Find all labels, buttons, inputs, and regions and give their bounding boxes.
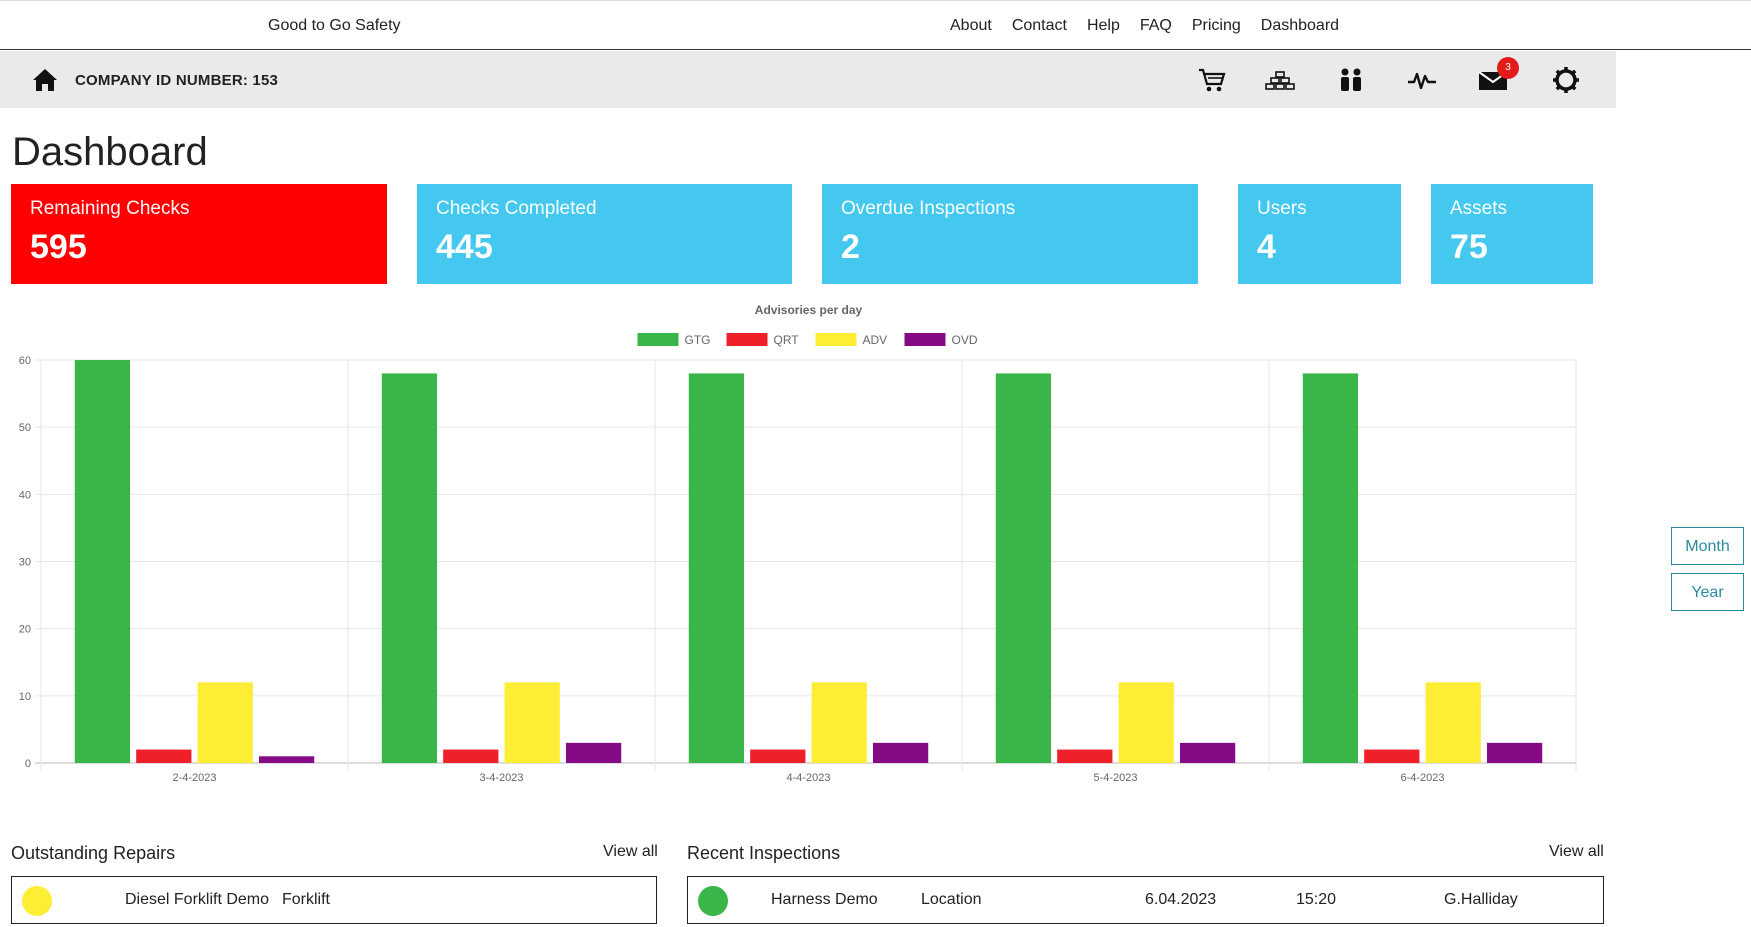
nav-link-contact[interactable]: Contact — [1011, 17, 1067, 34]
bar-adv — [811, 682, 867, 763]
mail-icon[interactable]: 3 — [1477, 57, 1519, 95]
legend-swatch — [637, 333, 679, 346]
repair-asset-type: Forklift — [282, 891, 330, 908]
bar-qrt — [1364, 749, 1420, 763]
inspection-asset-name: Harness Demo — [771, 891, 878, 908]
legend-swatch — [726, 333, 768, 346]
users-card[interactable]: Users 4 — [1238, 184, 1401, 284]
inspection-time: 15:20 — [1296, 891, 1337, 908]
x-tick-label: 4-4-2023 — [786, 772, 830, 784]
legend-label: QRT — [774, 333, 800, 347]
y-tick-label: 0 — [25, 758, 31, 770]
card-value: 75 — [1450, 228, 1488, 266]
bar-gtg — [688, 373, 745, 763]
repair-asset-name: Diesel Forklift Demo — [125, 891, 270, 908]
legend-label: ADV — [863, 333, 888, 347]
settings-icon[interactable] — [1550, 65, 1582, 95]
bar-gtg — [1302, 373, 1359, 763]
nav-link-help[interactable]: Help — [1086, 17, 1120, 34]
top-navbar: Good to Go Safety About Contact Help FAQ… — [0, 0, 1751, 50]
x-tick-label: 6-4-2023 — [1400, 772, 1444, 784]
bar-ovd — [1179, 742, 1236, 763]
chart-title: Advisories per day — [755, 303, 863, 317]
cart-icon[interactable] — [1196, 65, 1228, 95]
card-label: Overdue Inspections — [841, 198, 1016, 219]
bar-gtg — [381, 373, 438, 763]
assets-card[interactable]: Assets 75 — [1431, 184, 1593, 284]
legend-label: GTG — [685, 333, 711, 347]
y-tick-label: 50 — [19, 422, 31, 434]
x-tick-label: 2-4-2023 — [172, 772, 216, 784]
card-value: 2 — [841, 228, 860, 266]
bar-ovd — [872, 742, 929, 763]
y-tick-label: 20 — [19, 624, 31, 636]
activity-icon[interactable] — [1406, 65, 1438, 95]
bar-qrt — [443, 749, 499, 763]
card-value: 595 — [30, 228, 87, 266]
bar-ovd — [565, 742, 622, 763]
users-icon[interactable] — [1335, 65, 1367, 95]
assets-icon[interactable] — [1264, 65, 1296, 95]
legend-swatch — [904, 333, 946, 346]
advisories-chart-svg: Advisories per day GTG QRT ADV OVD 0 10 20 30 40 5… — [19, 303, 1577, 784]
y-tick-label: 60 — [19, 355, 31, 367]
company-id-label: COMPANY ID NUMBER: 153 — [75, 72, 279, 89]
card-label: Remaining Checks — [30, 198, 190, 219]
y-tick-label: 10 — [19, 691, 31, 703]
recent-inspections-title: Recent Inspections — [687, 843, 841, 863]
month-button[interactable]: Month — [1671, 527, 1744, 565]
inspection-location: Location — [921, 891, 982, 908]
nav-links: About Contact Help FAQ Pricing Dashboard — [950, 17, 1359, 35]
bar-adv — [197, 682, 253, 763]
bar-gtg — [995, 373, 1052, 763]
y-tick-label: 30 — [19, 557, 31, 569]
nav-link-pricing[interactable]: Pricing — [1191, 17, 1241, 34]
inspections-view-all-link[interactable]: View all — [1549, 843, 1604, 860]
year-button[interactable]: Year — [1671, 573, 1744, 611]
card-label: Checks Completed — [436, 198, 597, 219]
y-tick-label: 40 — [19, 489, 31, 501]
x-tick-label: 3-4-2023 — [479, 772, 523, 784]
bar-ovd — [258, 756, 315, 763]
company-toolbar: COMPANY ID NUMBER: 153 3 — [0, 51, 1616, 108]
status-dot — [698, 886, 728, 916]
inspection-user: G.Halliday — [1444, 891, 1518, 908]
nav-link-dashboard[interactable]: Dashboard — [1260, 17, 1340, 34]
card-label: Assets — [1450, 198, 1508, 219]
overdue-inspections-card[interactable]: Overdue Inspections 2 — [822, 184, 1198, 284]
home-icon[interactable] — [32, 67, 58, 93]
bar-qrt — [136, 749, 192, 763]
outstanding-repairs-title: Outstanding Repairs — [11, 843, 176, 863]
bar-adv — [1425, 682, 1481, 763]
inspection-row[interactable]: Harness Demo Location 6.04.2023 15:20 G.… — [687, 876, 1604, 924]
card-label: Users — [1257, 198, 1307, 219]
nav-link-about[interactable]: About — [950, 17, 992, 34]
card-value: 445 — [436, 228, 493, 266]
status-dot — [22, 886, 52, 916]
mail-count-badge: 3 — [1497, 57, 1519, 79]
x-tick-label: 5-4-2023 — [1093, 772, 1137, 784]
inspection-date: 6.04.2023 — [1145, 891, 1217, 908]
page-title: Dashboard — [12, 130, 208, 174]
bar-qrt — [1057, 749, 1113, 763]
repair-row[interactable]: Diesel Forklift Demo Forklift — [11, 876, 657, 924]
nav-link-faq[interactable]: FAQ — [1139, 17, 1172, 34]
bar-ovd — [1486, 742, 1543, 763]
advisories-chart: Advisories per day GTG QRT ADV OVD 0 10 20 30 40 5… — [0, 296, 1600, 796]
bar-adv — [504, 682, 560, 763]
bar-gtg — [74, 360, 131, 763]
card-value: 4 — [1257, 228, 1276, 266]
remaining-checks-card[interactable]: Remaining Checks 595 — [11, 184, 387, 284]
checks-completed-card[interactable]: Checks Completed 445 — [417, 184, 792, 284]
legend-label: OVD — [952, 333, 978, 347]
repairs-view-all-link[interactable]: View all — [603, 843, 658, 860]
bar-adv — [1118, 682, 1174, 763]
legend-swatch — [815, 333, 857, 346]
bar-qrt — [750, 749, 806, 763]
brand-link[interactable]: Good to Go Safety — [268, 17, 401, 34]
